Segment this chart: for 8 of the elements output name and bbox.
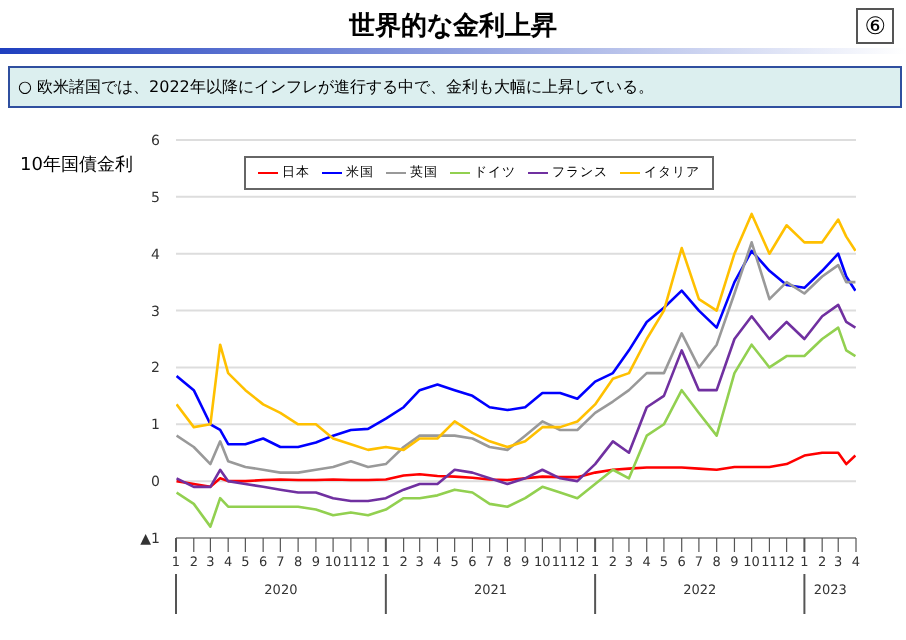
text: ⑥ [856, 8, 894, 44]
y-axis-title: 10年国債金利 [20, 153, 133, 178]
line-series [176, 326, 856, 528]
line-series [176, 212, 856, 452]
line-series [176, 451, 856, 489]
chart-title: 世界的な金利上昇 [349, 12, 557, 42]
line-series [176, 303, 856, 503]
chart-subtitle: ○ 欧米諸国では、2022年以降にインフレが進行する中で、金利も大幅に上昇している。 [8, 66, 902, 108]
